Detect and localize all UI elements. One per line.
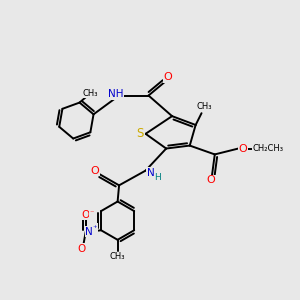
- Text: NH: NH: [108, 89, 124, 99]
- Text: CH₃: CH₃: [196, 102, 212, 111]
- Text: O: O: [238, 143, 247, 154]
- Text: H: H: [154, 172, 161, 182]
- Text: ⁻: ⁻: [89, 208, 94, 217]
- Text: O: O: [81, 210, 89, 220]
- Text: O: O: [207, 175, 216, 185]
- Text: N: N: [85, 227, 93, 237]
- Text: CH₃: CH₃: [83, 89, 98, 98]
- Text: O: O: [90, 166, 99, 176]
- Text: CH₃: CH₃: [110, 252, 125, 261]
- Text: O: O: [78, 244, 86, 254]
- Text: N: N: [147, 168, 155, 178]
- Text: CH₂CH₃: CH₂CH₃: [252, 144, 283, 153]
- Text: S: S: [136, 127, 144, 140]
- Text: O: O: [163, 72, 172, 82]
- Text: ⁺: ⁺: [93, 224, 98, 233]
